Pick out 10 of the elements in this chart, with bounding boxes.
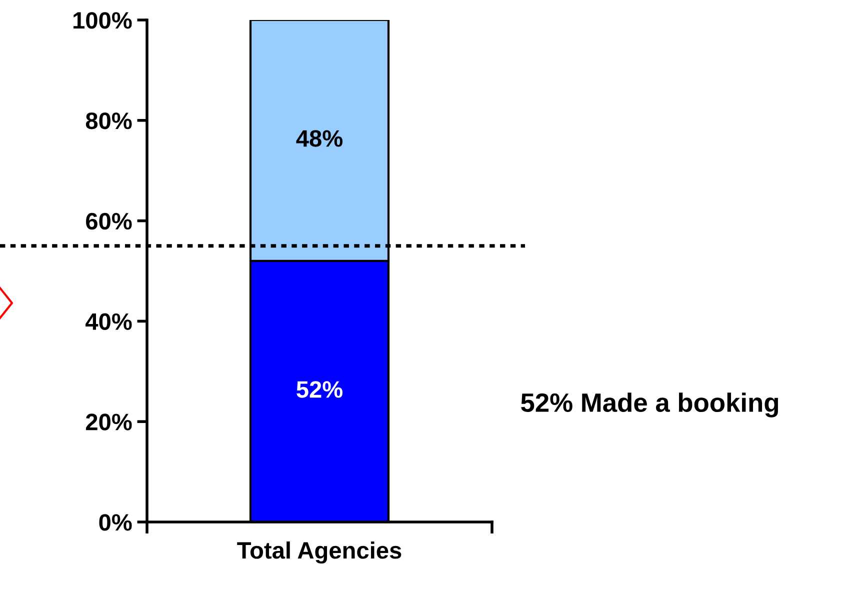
text: 52% Made a booking [521,392,778,418]
x-tick-label: Total Agencies [237,541,402,564]
y-tick-label: 100% [74,12,132,29]
y-tick-label: 40% [86,313,132,330]
y-tick-label: 20% [86,414,132,430]
y-tick-label: 0% [99,514,132,531]
data-label: 48% [296,130,343,147]
y-tick-label: 80% [86,112,132,130]
data-label: 52% [296,381,343,398]
y-tick-label: 60% [86,212,132,230]
